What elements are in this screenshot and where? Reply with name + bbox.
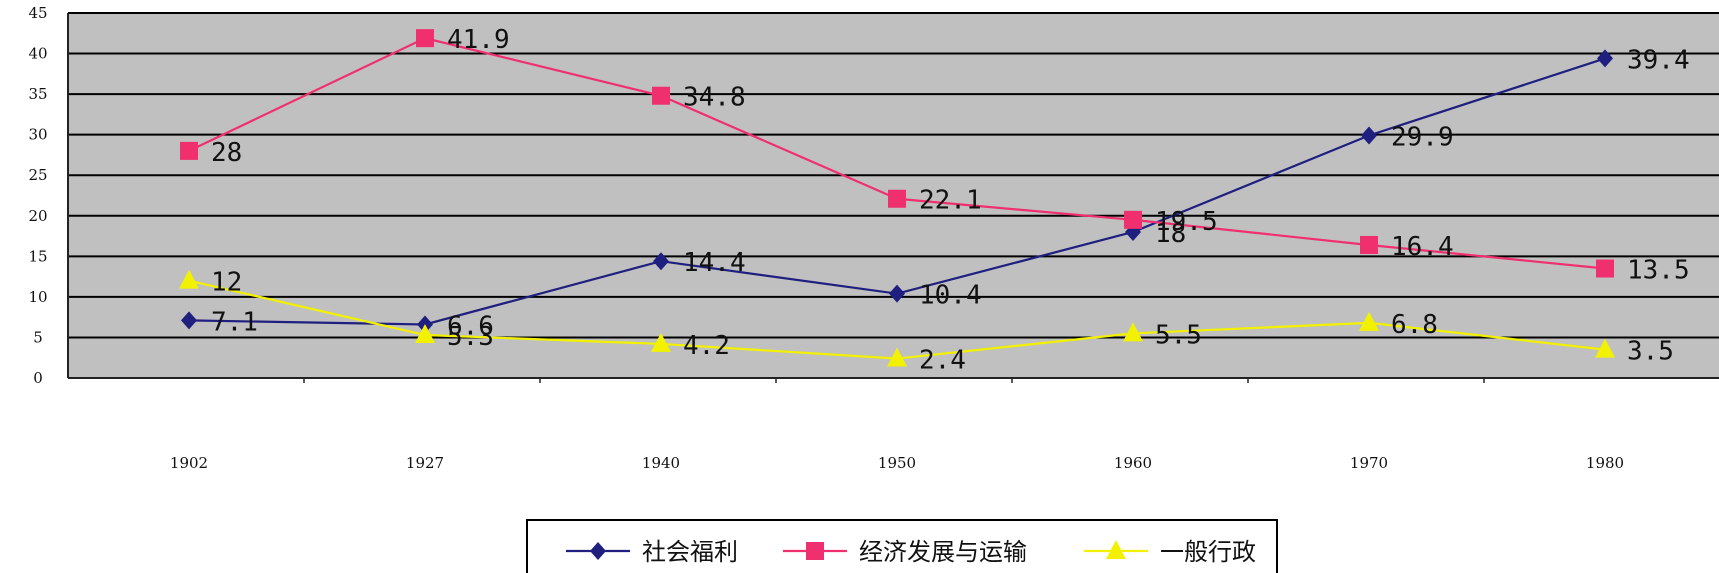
y-tick-label: 45 (28, 4, 47, 22)
data-label: 41.9 (447, 25, 510, 55)
y-tick-label: 40 (28, 45, 47, 63)
y-tick-label: 30 (28, 126, 47, 144)
legend-marker (590, 542, 606, 560)
data-label: 3.5 (1627, 337, 1674, 367)
data-label: 18 (1155, 219, 1186, 249)
data-point (1361, 126, 1377, 145)
data-label: 16.4 (1391, 232, 1454, 262)
data-point (180, 141, 198, 160)
data-labels-2: 12 5.3 4.2 2.4 5.5 6.8 3.5 (211, 268, 1674, 376)
data-point (1124, 210, 1142, 229)
legend-label: 一般行政 (1160, 538, 1256, 566)
data-label: 7.1 (211, 307, 258, 337)
data-label: 39.4 (1627, 45, 1690, 75)
data-labels-1: 28 41.9 34.8 22.1 19.5 16.4 13.5 (211, 25, 1690, 285)
y-tick-label: 35 (28, 85, 47, 103)
legend-marker (1106, 540, 1126, 559)
data-point (653, 252, 669, 271)
x-tick-label: 1940 (642, 454, 680, 472)
data-label: 10.4 (919, 281, 982, 311)
y-tick-label: 20 (28, 207, 47, 225)
x-tick-label: 1950 (878, 454, 916, 472)
data-label: 2.4 (919, 346, 966, 376)
data-point (888, 189, 906, 208)
y-axis: 0 5 10 15 20 25 30 35 40 45 (28, 4, 69, 387)
data-point (1595, 338, 1615, 358)
data-label: 5.3 (447, 322, 494, 352)
data-label: 4.2 (683, 331, 730, 361)
data-label: 28 (211, 138, 242, 168)
data-label: 13.5 (1627, 256, 1690, 286)
series-layer: 7.1 6.6 14.4 10.4 18 29.9 39.4 28 41.9 34.8 22.1 19… (179, 25, 1690, 376)
data-labels-0: 7.1 6.6 14.4 10.4 18 29.9 39.4 (211, 45, 1690, 341)
data-label: 34.8 (683, 83, 746, 113)
data-point (887, 347, 907, 367)
data-point (1123, 322, 1143, 342)
data-point (652, 86, 670, 105)
data-point (1359, 311, 1379, 331)
x-tick-label: 1970 (1350, 454, 1388, 472)
x-tick-label: 1980 (1586, 454, 1624, 472)
y-tick-label: 25 (28, 166, 47, 184)
x-tick-label: 1960 (1114, 454, 1152, 472)
x-axis: 1902 1927 1940 1950 1960 1970 1980 (68, 377, 1719, 472)
legend-label: 经济发展与运输 (859, 538, 1027, 566)
data-point (651, 332, 671, 352)
data-label: 5.5 (1155, 320, 1202, 350)
x-tick-label: 1902 (170, 454, 208, 472)
data-point (416, 29, 434, 48)
y-tick-label: 5 (33, 328, 43, 346)
data-label: 22.1 (919, 186, 982, 216)
data-label: 12 (211, 268, 242, 298)
data-label: 19.5 (1155, 207, 1218, 237)
data-label: 6.6 (447, 311, 494, 341)
legend-marker (806, 542, 824, 560)
x-tick-label: 1927 (406, 454, 444, 472)
y-tick-label: 0 (33, 369, 43, 387)
y-tick-label: 10 (28, 288, 47, 306)
data-point (1597, 49, 1613, 68)
data-label: 29.9 (1391, 122, 1454, 152)
legend: 社会福利 经济发展与运输 一般行政 (526, 519, 1278, 573)
data-point (1596, 259, 1614, 278)
data-point (181, 311, 197, 330)
data-point (889, 284, 905, 303)
data-point (1360, 235, 1378, 254)
data-label: 14.4 (683, 248, 746, 278)
legend-box (526, 519, 1278, 573)
y-tick-label: 15 (28, 247, 47, 265)
data-point (415, 324, 435, 344)
series-1 (180, 29, 1614, 278)
data-label: 6.8 (1391, 310, 1438, 340)
legend-label: 社会福利 (642, 538, 738, 566)
data-point (179, 269, 199, 289)
series-2 (179, 269, 1615, 367)
